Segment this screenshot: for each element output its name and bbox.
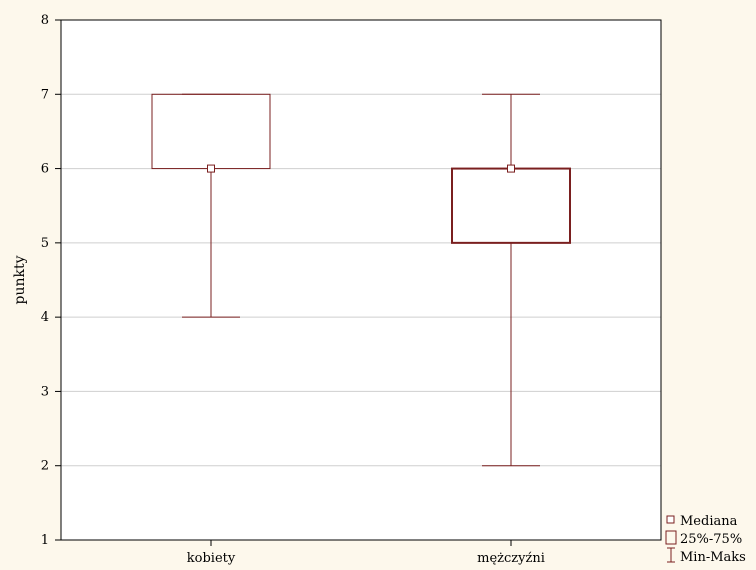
- box-series: [151, 93, 571, 467]
- legend-box-label: 25%-75%: [680, 532, 742, 547]
- y-axis-ticks: 1 2 3 4 5 6 7 8: [41, 13, 61, 548]
- y-tick-label: 6: [41, 162, 49, 177]
- legend: Mediana 25%-75% Min-Maks: [665, 514, 746, 565]
- x-axis-ticks: kobiety mężczyźni: [187, 540, 545, 566]
- legend-whisker-marker: [667, 547, 675, 563]
- y-tick-label: 7: [41, 87, 49, 102]
- median-marker: [507, 164, 515, 173]
- median-marker: [207, 164, 215, 173]
- x-tick-label: mężczyźni: [477, 551, 545, 566]
- legend-median-label: Mediana: [680, 514, 738, 529]
- legend-box-marker: [665, 530, 677, 545]
- y-tick-label: 4: [41, 310, 49, 325]
- x-tick-label: kobiety: [187, 551, 236, 566]
- box-1: [151, 93, 271, 318]
- legend-median-marker: [666, 515, 675, 524]
- legend-whisker-label: Min-Maks: [680, 550, 746, 565]
- y-axis-title: punkty: [12, 255, 28, 304]
- y-tick-label: 3: [41, 384, 49, 399]
- y-tick-label: 1: [41, 533, 49, 548]
- plot-frame: [60, 19, 662, 541]
- plot-area: [61, 20, 661, 540]
- y-tick-label: 2: [41, 459, 49, 474]
- y-tick-label: 8: [41, 13, 49, 28]
- y-tick-label: 5: [41, 236, 49, 251]
- box-2: [451, 93, 571, 467]
